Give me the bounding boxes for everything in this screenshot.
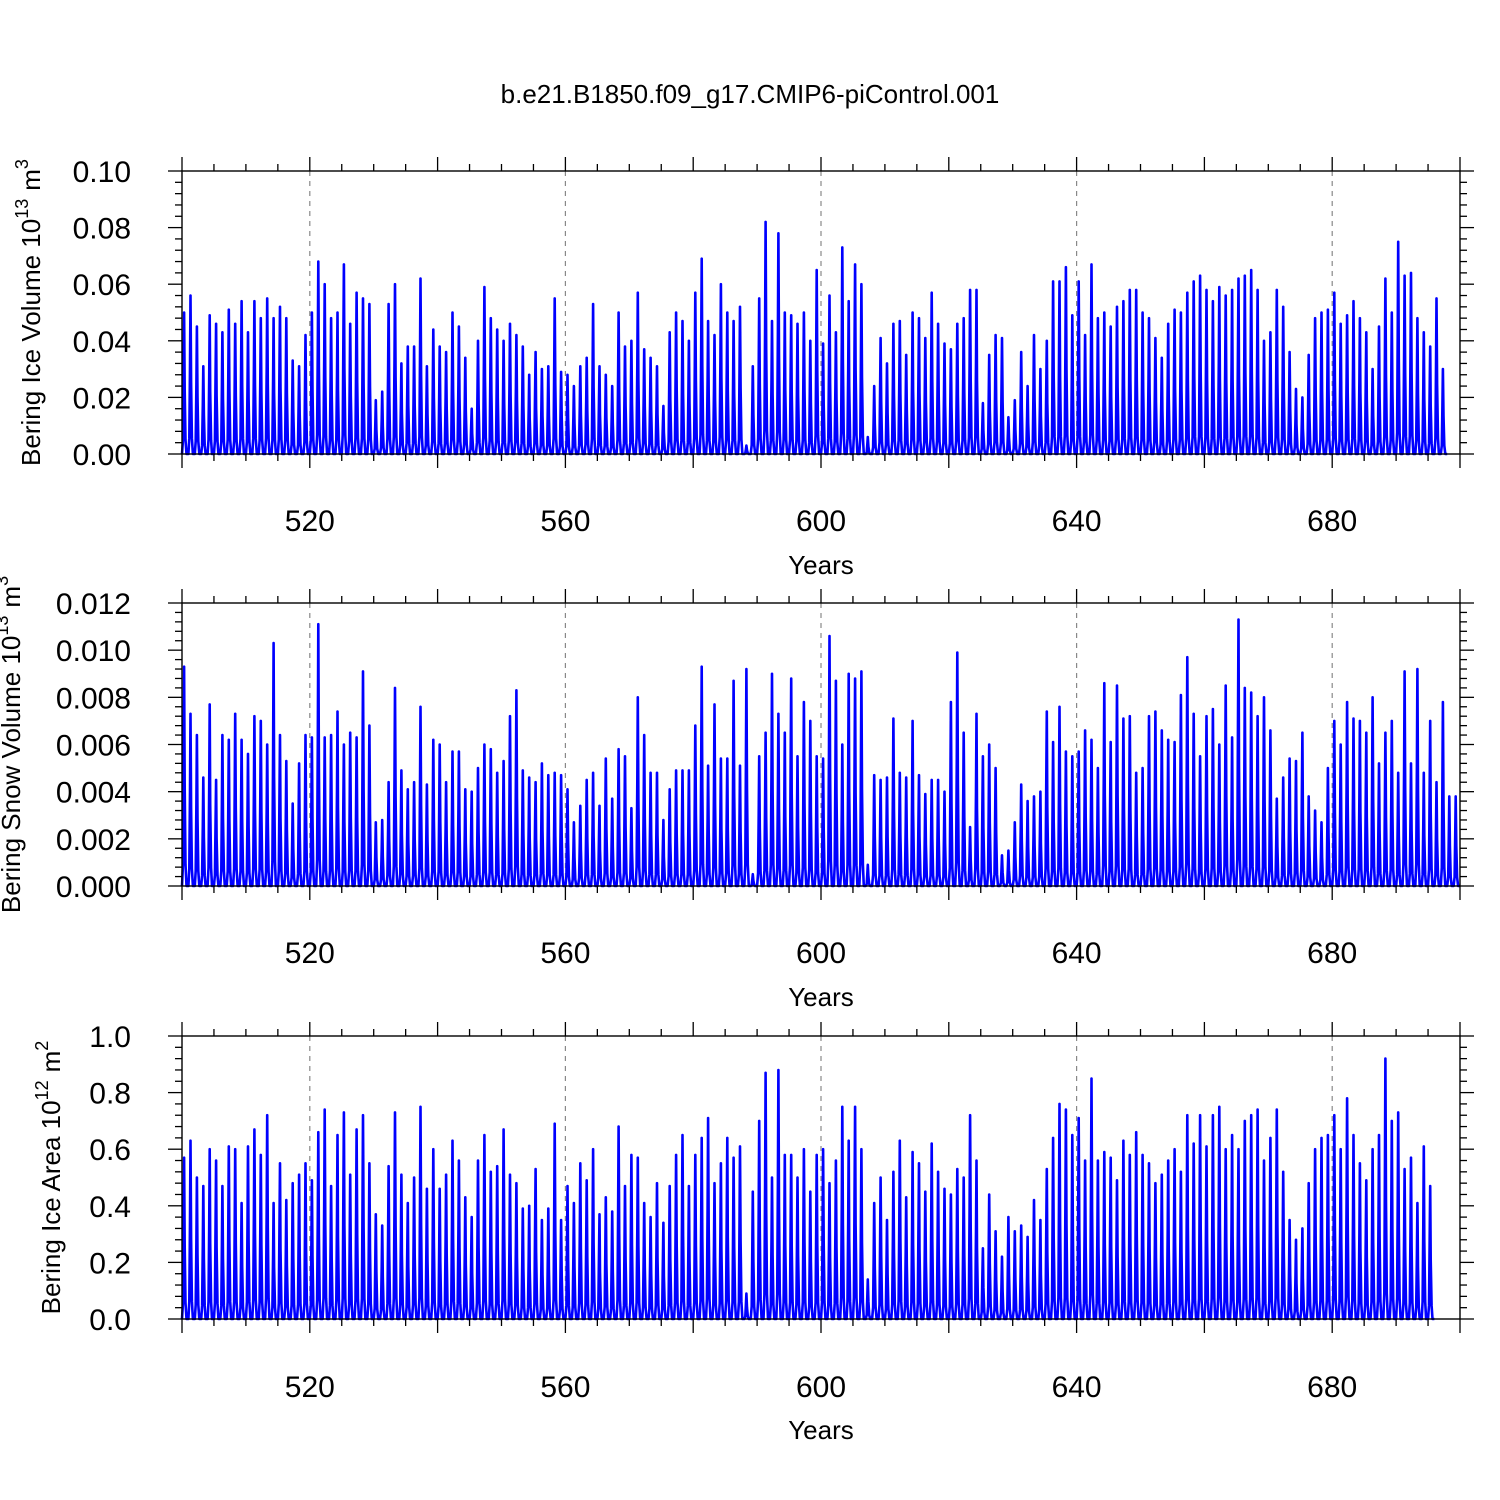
snow-volume-y-axis-title-text: Bering Snow Volume 10: [0, 636, 26, 914]
ice-volume-series-line: [180, 220, 1448, 456]
ice-volume-y-tick-label: 0.02: [73, 382, 131, 415]
snow-volume-x-tick-label: 560: [540, 937, 590, 970]
ice-volume-x-tick-label: 520: [285, 505, 335, 538]
ice-volume-y-tick-label: 0.00: [73, 439, 131, 472]
panels: 520 560 600 640 6800.000.020.040.060.080.10Y…: [0, 156, 1474, 1445]
snow-volume-y-tick-label: 0.002: [56, 824, 131, 857]
snow-volume-y-tick-label: 0.008: [56, 682, 131, 715]
snow-volume-y-axis-title-unit: m: [0, 586, 26, 608]
ice-area-y-tick-label: 0.6: [89, 1134, 131, 1167]
snow-volume-y-tick-label: 0.010: [56, 635, 131, 668]
ice-volume-y-axis-title-text: Bering Ice Volume 10: [16, 219, 46, 466]
ice-area-x-tick-label: 640: [1052, 1371, 1102, 1404]
snow-volume-y-axis-title: Bering Snow Volume 1013 m3: [0, 576, 26, 913]
snow-volume-x-tick-label: 680: [1307, 937, 1357, 970]
snow-volume-y-tick-label: 0.004: [56, 777, 131, 810]
ice-area-x-tick-label: 600: [796, 1371, 846, 1404]
ice-area-panel: 520 560 600 640 680 0.0 0.2 0.4 0.6 0.8 1.0 Years Be…: [32, 1021, 1474, 1445]
ice-volume-panel: 520 560 600 640 680 0.00 0.02 0.04 0.06 0.08 0.10 Y…: [12, 156, 1474, 580]
ice-area-y-tick-label: 0.4: [89, 1191, 131, 1224]
ice-volume-y-tick-label: 0.08: [73, 213, 131, 246]
snow-volume-y-tick-label: 0.000: [56, 871, 131, 904]
snow-volume-x-tick-label: 640: [1052, 937, 1102, 970]
ice-area-x-tick-label: 520: [285, 1371, 335, 1404]
ice-area-series-line: [180, 1057, 1435, 1321]
ice-area-y-axis-title: Bering Ice Area 1012 m2: [32, 1041, 66, 1315]
ice-volume-x-tick-label: 560: [540, 505, 590, 538]
ice-volume-x-tick-label: 600: [796, 505, 846, 538]
ice-area-y-tick-label: 0.0: [89, 1304, 131, 1337]
ice-area-y-axis-title-text: Bering Ice Area 10: [36, 1100, 66, 1314]
ice-volume-y-axis-title-exponent: 13: [12, 199, 32, 219]
ice-volume-y-tick-label: 0.06: [73, 269, 131, 302]
snow-volume-series-line: [180, 618, 1460, 888]
ice-volume-x-tick-label: 680: [1307, 505, 1357, 538]
ice-volume-y-tick-label: 0.04: [73, 326, 131, 359]
ice-volume-y-tick-label: 0.10: [73, 156, 131, 189]
ice-area-x-tick-label: 560: [540, 1371, 590, 1404]
snow-volume-x-axis-title: Years: [788, 982, 854, 1012]
snow-volume-y-axis-title-exponent: 13: [0, 616, 12, 636]
ice-area-y-tick-label: 1.0: [89, 1021, 131, 1054]
ice-volume-y-axis-title-unit-exponent: 3: [12, 159, 32, 169]
snow-volume-y-tick-label: 0.012: [56, 588, 131, 621]
ice-volume-y-axis-title: Bering Ice Volume 1013 m3: [12, 159, 46, 466]
ice-area-y-axis-title-exponent: 12: [32, 1080, 52, 1100]
snow-volume-x-tick-label: 520: [285, 937, 335, 970]
ice-area-y-tick-label: 0.2: [89, 1247, 131, 1280]
ice-area-y-tick-label: 0.8: [89, 1078, 131, 1111]
snow-volume-x-tick-label: 600: [796, 937, 846, 970]
snow-volume-panel: 520 560 600 640 680 0.000 0.002 0.004 0.006 0.008…: [0, 576, 1474, 1012]
chart-title: b.e21.B1850.f09_g17.CMIP6-piControl.001: [501, 79, 1000, 109]
snow-volume-y-tick-label: 0.006: [56, 730, 131, 763]
ice-area-x-tick-label: 680: [1307, 1371, 1357, 1404]
ice-area-y-axis-title-unit-exponent: 2: [32, 1041, 52, 1051]
snow-volume-y-axis-title-unit-exponent: 3: [0, 576, 12, 586]
ice-volume-x-axis-title: Years: [788, 550, 854, 580]
ice-volume-y-axis-title-unit: m: [16, 169, 46, 191]
ice-volume-x-tick-label: 640: [1052, 505, 1102, 538]
ice-area-y-axis-title-unit: m: [36, 1051, 66, 1073]
ice-area-x-axis-title: Years: [788, 1415, 854, 1445]
